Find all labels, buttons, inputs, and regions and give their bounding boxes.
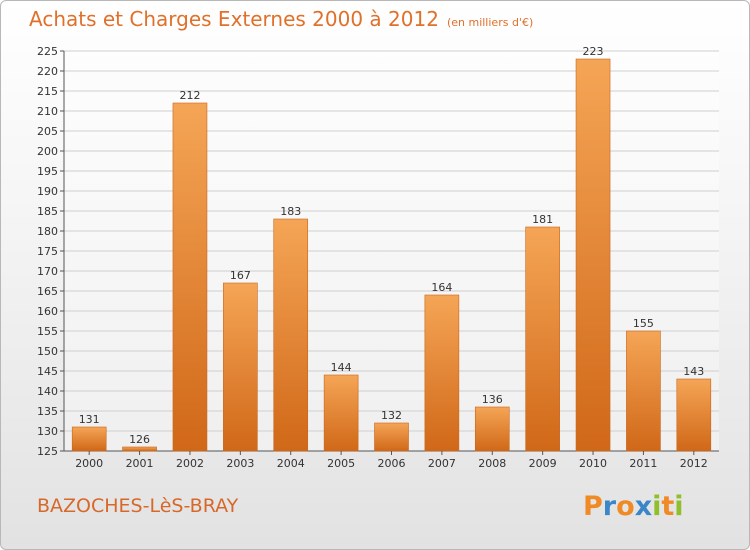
data-label: 132 [381,409,402,422]
data-label: 183 [280,205,301,218]
data-label: 144 [331,361,352,374]
logo-letter: i [652,491,662,522]
bar [273,218,309,452]
bar [676,378,712,452]
chart-title: Achats et Charges Externes 2000 à 2012 (e… [29,7,533,31]
y-tick-label: 210 [37,105,58,118]
logo-letter: P [583,491,603,522]
y-tick-label: 145 [37,365,58,378]
logo-letter: r [602,491,617,522]
data-label: 212 [179,89,200,102]
y-tick-label: 150 [37,345,58,358]
bar [374,422,409,452]
data-label: 131 [79,413,100,426]
x-tick-label: 2012 [680,457,708,470]
data-label: 164 [431,281,452,294]
y-tick-label: 225 [37,45,58,58]
data-label: 181 [532,213,553,226]
town-name: BAZOCHES-LèS-BRAY [37,495,239,517]
data-label: 223 [583,45,604,58]
bar [223,282,258,452]
logo-letter: i [674,491,684,522]
y-tick-label: 215 [37,85,58,98]
x-tick-label: 2004 [277,457,305,470]
data-label: 136 [482,393,503,406]
y-tick-label: 170 [37,265,58,278]
bar [575,58,611,452]
bar [626,330,661,452]
y-tick-label: 160 [37,305,58,318]
y-tick-label: 175 [37,245,58,258]
y-tick-label: 195 [37,165,58,178]
bar [71,426,107,452]
x-tick-label: 2002 [176,457,204,470]
x-tick-label: 2001 [126,457,154,470]
x-tick-label: 2005 [327,457,355,470]
x-tick-label: 2000 [75,457,103,470]
x-tick-label: 2006 [378,457,406,470]
bar [474,406,510,452]
y-tick-label: 125 [37,445,58,458]
bar [122,446,157,452]
bar [323,374,359,452]
x-tick-label: 2011 [629,457,657,470]
y-tick-label: 135 [37,405,58,418]
logo-letter: x [634,491,653,522]
y-tick-label: 185 [37,205,58,218]
data-label: 143 [683,365,704,378]
x-tick-label: 2007 [428,457,456,470]
proxiti-logo: Proxiti [583,491,684,522]
y-tick-label: 130 [37,425,58,438]
y-tick-label: 140 [37,385,58,398]
y-tick-label: 190 [37,185,58,198]
unit-note: (en milliers d'€) [446,16,534,29]
y-tick-label: 200 [37,145,58,158]
x-tick-label: 2009 [529,457,557,470]
y-tick-label: 165 [37,285,58,298]
y-tick-label: 205 [37,125,58,138]
bar [172,102,208,452]
data-label: 126 [129,433,150,446]
bar [424,294,460,452]
x-tick-label: 2010 [579,457,607,470]
title-text: Achats et Charges Externes 2000 à 2012 [29,7,439,31]
bar [525,226,560,452]
x-tick-label: 2008 [478,457,506,470]
y-tick-label: 220 [37,65,58,78]
logo-letter: t [661,491,675,522]
x-tick-label: 2003 [226,457,254,470]
data-label: 167 [230,269,251,282]
y-tick-label: 180 [37,225,58,238]
logo-letter: o [616,491,635,522]
y-tick-label: 155 [37,325,58,338]
data-label: 155 [633,317,654,330]
